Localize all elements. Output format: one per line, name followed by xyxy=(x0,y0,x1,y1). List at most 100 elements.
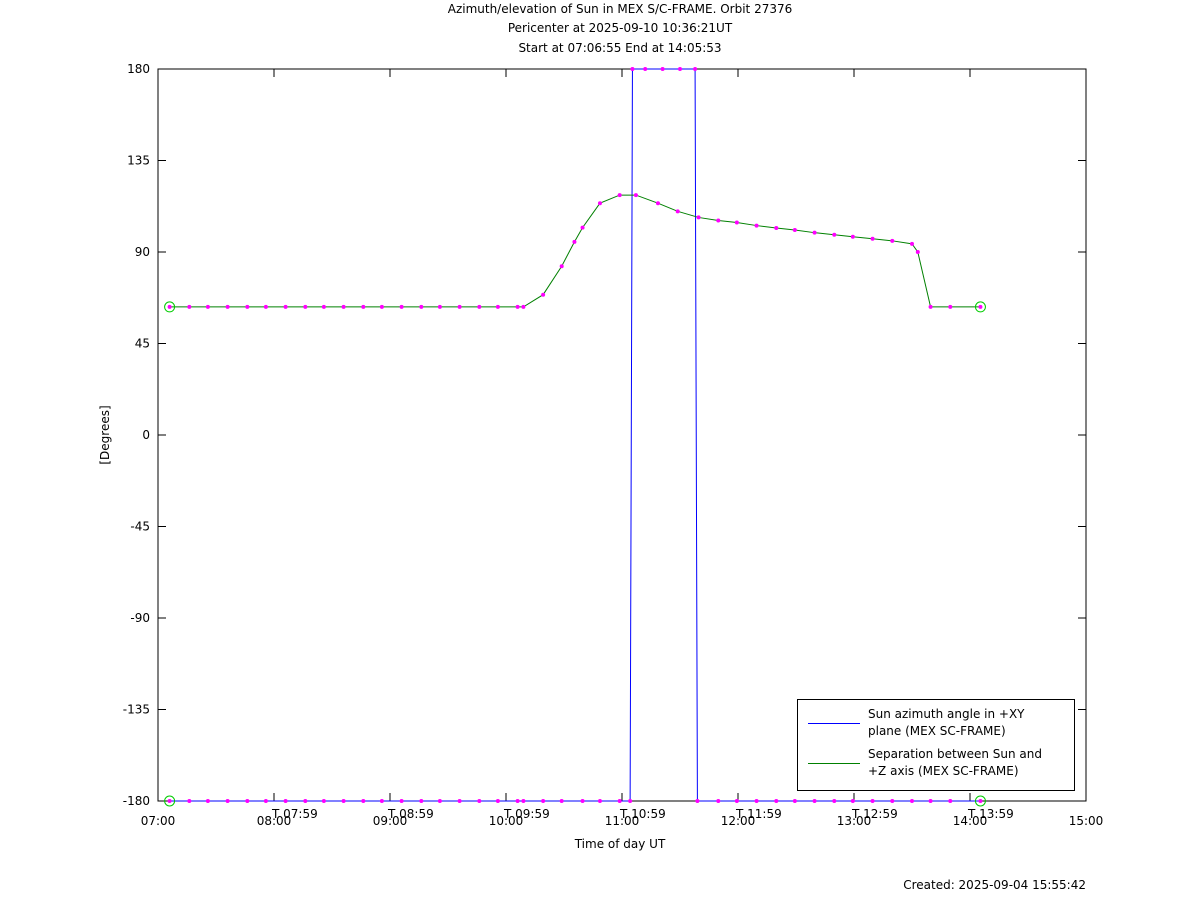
y-tick-label: 180 xyxy=(127,62,150,76)
legend-entry: Sun azimuth angle in +XY plane (MEX SC-F… xyxy=(798,706,1074,740)
footer: Created: 2025-09-04 15:55:42 xyxy=(903,878,1086,892)
data-point xyxy=(850,799,855,803)
data-point xyxy=(678,67,682,71)
chart-subtitle: Pericenter at 2025-09-10 10:36:21UT xyxy=(508,21,733,35)
data-point xyxy=(812,230,817,235)
data-point xyxy=(915,250,920,254)
data-point xyxy=(187,304,192,309)
data-point xyxy=(617,799,622,803)
data-point xyxy=(541,799,546,803)
data-point xyxy=(205,304,210,309)
annotation: T 12:59 xyxy=(851,807,898,821)
x-tick-label: 09:00 xyxy=(373,814,408,828)
annotation: T 09:59 xyxy=(503,807,550,821)
data-point xyxy=(419,304,424,309)
chart-subtitle: Start at 07:06:55 End at 14:05:53 xyxy=(518,41,721,55)
y-tick-label: 90 xyxy=(135,245,150,259)
annotation: T 10:59 xyxy=(619,807,666,821)
data-point xyxy=(832,799,837,803)
legend-entry: Separation between Sun and +Z axis (MEX … xyxy=(798,746,1074,780)
data-point xyxy=(437,799,442,803)
data-point xyxy=(580,799,585,803)
series-line xyxy=(169,194,981,308)
data-point xyxy=(521,304,526,309)
data-point xyxy=(890,799,895,803)
data-point xyxy=(754,223,759,228)
data-point xyxy=(341,799,346,803)
data-point xyxy=(655,201,660,206)
data-point xyxy=(521,799,526,803)
data-point xyxy=(660,67,665,71)
data-point xyxy=(559,264,564,269)
data-point xyxy=(321,304,326,309)
data-point xyxy=(695,799,700,803)
data-point xyxy=(580,225,585,230)
data-point xyxy=(696,215,701,220)
data-point xyxy=(948,304,953,309)
data-point xyxy=(515,799,520,803)
data-point xyxy=(437,304,442,309)
data-point xyxy=(303,799,308,803)
data-point xyxy=(225,799,230,803)
data-point xyxy=(734,799,739,803)
data-point xyxy=(630,67,635,71)
data-point xyxy=(754,799,759,803)
data-point xyxy=(978,304,983,309)
data-point xyxy=(832,232,837,237)
data-point xyxy=(321,799,326,803)
y-tick-label: -45 xyxy=(130,520,150,534)
data-point xyxy=(457,304,462,309)
y-tick-label: -180 xyxy=(123,794,150,808)
data-point xyxy=(643,67,648,71)
data-point xyxy=(870,236,875,241)
data-point xyxy=(495,799,500,803)
data-point xyxy=(928,304,933,309)
y-tick-label: 135 xyxy=(127,154,150,168)
data-point xyxy=(361,799,366,803)
data-point xyxy=(572,239,577,244)
x-tick-label: 10:00 xyxy=(489,814,524,828)
annotation: T 08:59 xyxy=(387,807,434,821)
data-point xyxy=(419,799,424,803)
data-point xyxy=(205,799,210,803)
data-point xyxy=(167,304,172,309)
annotation: T 13:59 xyxy=(967,807,1014,821)
data-point xyxy=(245,304,250,309)
data-point xyxy=(477,304,482,309)
data-point xyxy=(187,799,192,803)
data-point xyxy=(245,799,250,803)
x-tick-label: 11:00 xyxy=(605,814,640,828)
data-point xyxy=(361,304,366,309)
data-point xyxy=(850,234,855,239)
data-point xyxy=(399,799,404,803)
data-point xyxy=(693,67,698,71)
data-point xyxy=(734,220,739,225)
data-point xyxy=(541,292,546,297)
data-point xyxy=(399,304,404,309)
legend: Sun azimuth angle in +XY plane (MEX SC-F… xyxy=(797,699,1075,791)
end-marker xyxy=(164,301,176,313)
data-point xyxy=(716,218,721,223)
data-point xyxy=(283,304,288,309)
data-point xyxy=(341,304,346,309)
data-point xyxy=(225,304,230,309)
data-point xyxy=(716,799,721,803)
data-point xyxy=(928,799,933,803)
data-point xyxy=(167,799,172,803)
data-point xyxy=(263,304,268,309)
end-marker xyxy=(974,795,986,807)
data-point xyxy=(870,799,875,803)
x-tick-label: 14:00 xyxy=(953,814,988,828)
data-point xyxy=(303,304,308,309)
data-point xyxy=(890,238,895,243)
data-point xyxy=(559,799,564,803)
data-point xyxy=(633,193,638,198)
data-point xyxy=(774,226,779,231)
series-line xyxy=(169,68,981,802)
data-point xyxy=(379,799,384,803)
x-tick-label: 15:00 xyxy=(1069,814,1104,828)
data-point xyxy=(792,228,797,233)
x-tick-label: 07:00 xyxy=(141,814,176,828)
